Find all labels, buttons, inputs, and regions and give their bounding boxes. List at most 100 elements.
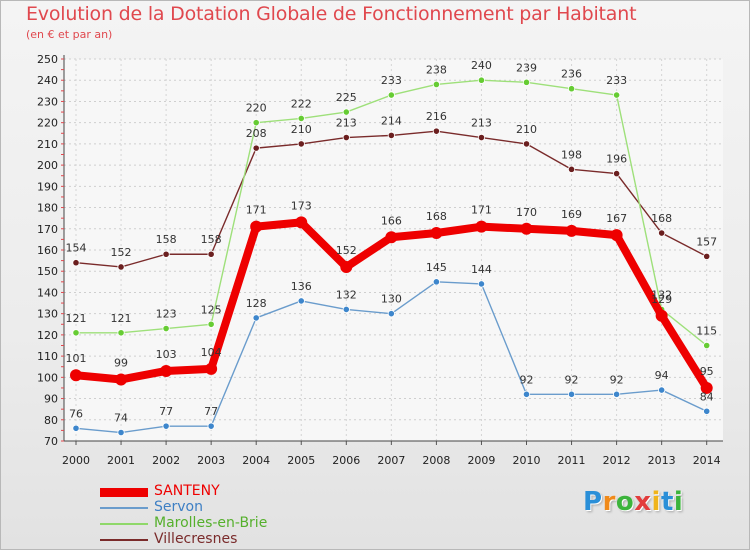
data-point-servon <box>207 422 215 430</box>
data-label-santeny: 173 <box>291 199 312 212</box>
data-point-marolles-en-brie <box>162 324 170 333</box>
data-point-servon <box>162 422 170 430</box>
data-point-santeny <box>475 220 488 233</box>
x-tick-label: 2002 <box>152 454 180 467</box>
data-label-santeny: 152 <box>336 244 357 257</box>
data-point-santeny <box>385 231 398 244</box>
y-tick-label: 100 <box>37 371 58 384</box>
data-point-villecresnes <box>72 259 80 267</box>
data-point-marolles-en-brie <box>477 76 486 84</box>
data-label-santeny: 103 <box>156 348 177 361</box>
data-point-santeny <box>205 362 218 375</box>
y-tick-label: 130 <box>37 308 58 321</box>
x-tick-label: 2010 <box>513 454 541 467</box>
y-tick-label: 70 <box>44 435 58 448</box>
x-tick-label: 2003 <box>197 454 225 467</box>
data-point-marolles-en-brie <box>567 85 576 93</box>
data-point-villecresnes <box>432 127 440 135</box>
data-label-marolles-en-brie: 123 <box>156 308 177 321</box>
data-point-santeny <box>295 216 308 229</box>
x-tick-label: 2000 <box>62 454 90 467</box>
data-point-villecresnes <box>658 229 666 237</box>
data-label-servon: 92 <box>610 373 624 386</box>
data-point-servon <box>658 386 666 394</box>
grid-layer <box>64 58 723 442</box>
data-label-servon: 92 <box>565 373 579 386</box>
data-label-santeny: 170 <box>516 206 537 219</box>
x-tick-label: 2011 <box>558 454 586 467</box>
logo-letter: i <box>673 487 684 517</box>
data-point-santeny <box>655 309 668 322</box>
y-tick-label: 140 <box>37 286 58 299</box>
data-label-marolles-en-brie: 220 <box>246 102 267 115</box>
data-point-marolles-en-brie <box>252 119 260 127</box>
data-label-villecresnes: 213 <box>471 117 492 130</box>
data-point-santeny <box>250 220 263 233</box>
y-tick-label: 210 <box>37 138 58 151</box>
data-point-servon <box>432 278 440 286</box>
data-point-marolles-en-brie <box>342 108 350 116</box>
chart-subtitle: (en € et par an) <box>26 28 113 41</box>
data-label-santeny: 95 <box>700 365 714 378</box>
data-label-servon: 84 <box>700 390 714 403</box>
data-label-santeny: 99 <box>114 356 128 369</box>
y-tick-label: 250 <box>37 53 58 66</box>
legend-label: Servon <box>154 499 203 515</box>
legend-label: Villecresnes <box>154 531 238 547</box>
data-point-marolles-en-brie <box>117 329 125 337</box>
data-point-santeny <box>115 373 128 386</box>
y-tick-label: 180 <box>37 202 58 215</box>
data-label-servon: 92 <box>520 373 534 386</box>
x-tick-label: 2006 <box>332 454 360 467</box>
data-label-villecresnes: 168 <box>651 212 672 225</box>
data-point-villecresnes <box>567 165 576 173</box>
data-point-villecresnes <box>477 133 486 142</box>
data-label-santeny: 168 <box>426 210 447 223</box>
data-label-marolles-en-brie: 222 <box>291 97 312 110</box>
data-label-santeny: 101 <box>66 352 87 365</box>
data-point-villecresnes <box>342 133 350 142</box>
data-label-servon: 145 <box>426 261 447 274</box>
x-tick-label: 2013 <box>648 454 676 467</box>
x-tick-label: 2004 <box>242 454 270 467</box>
data-label-servon: 76 <box>69 407 83 420</box>
data-label-marolles-en-brie: 225 <box>336 91 357 104</box>
series-layer <box>70 76 713 437</box>
data-point-servon <box>72 424 80 432</box>
data-label-villecresnes: 210 <box>516 123 537 136</box>
data-label-santeny: 166 <box>381 214 402 227</box>
data-point-villecresnes <box>117 263 125 271</box>
data-label-marolles-en-brie: 132 <box>651 288 672 301</box>
y-tick-label: 110 <box>37 350 58 363</box>
data-label-servon: 130 <box>381 293 402 306</box>
data-point-villecresnes <box>387 131 395 139</box>
data-label-villecresnes: 210 <box>291 123 312 136</box>
data-label-santeny: 171 <box>246 204 267 217</box>
y-tick-label: 240 <box>37 74 58 87</box>
data-point-santeny <box>610 229 623 242</box>
data-point-marolles-en-brie <box>703 341 711 350</box>
data-label-santeny: 171 <box>471 204 492 217</box>
x-tick-label: 2005 <box>287 454 315 467</box>
data-label-marolles-en-brie: 121 <box>111 312 132 325</box>
data-label-servon: 136 <box>291 280 312 293</box>
data-label-villecresnes: 214 <box>381 114 402 127</box>
logo-letter: o <box>615 487 635 517</box>
data-point-servon <box>387 310 395 318</box>
data-label-servon: 94 <box>655 369 669 382</box>
y-tick-label: 170 <box>37 223 58 236</box>
legend-swatch <box>100 523 148 525</box>
line-chart: 7080901001101201301401501601701801902002… <box>37 53 723 467</box>
x-tick-label: 2008 <box>422 454 450 467</box>
chart-title: Evolution de la Dotation Globale de Fonc… <box>26 3 637 25</box>
data-point-santeny <box>700 381 713 394</box>
data-point-santeny <box>430 227 443 240</box>
y-tick-label: 90 <box>44 393 58 406</box>
y-tick-label: 220 <box>37 117 58 130</box>
data-label-marolles-en-brie: 240 <box>471 59 492 72</box>
data-point-villecresnes <box>162 250 170 258</box>
x-tick-label: 2014 <box>693 454 721 467</box>
data-point-marolles-en-brie <box>522 78 531 86</box>
legend-swatch <box>100 488 148 497</box>
x-tick-label: 2001 <box>107 454 135 467</box>
